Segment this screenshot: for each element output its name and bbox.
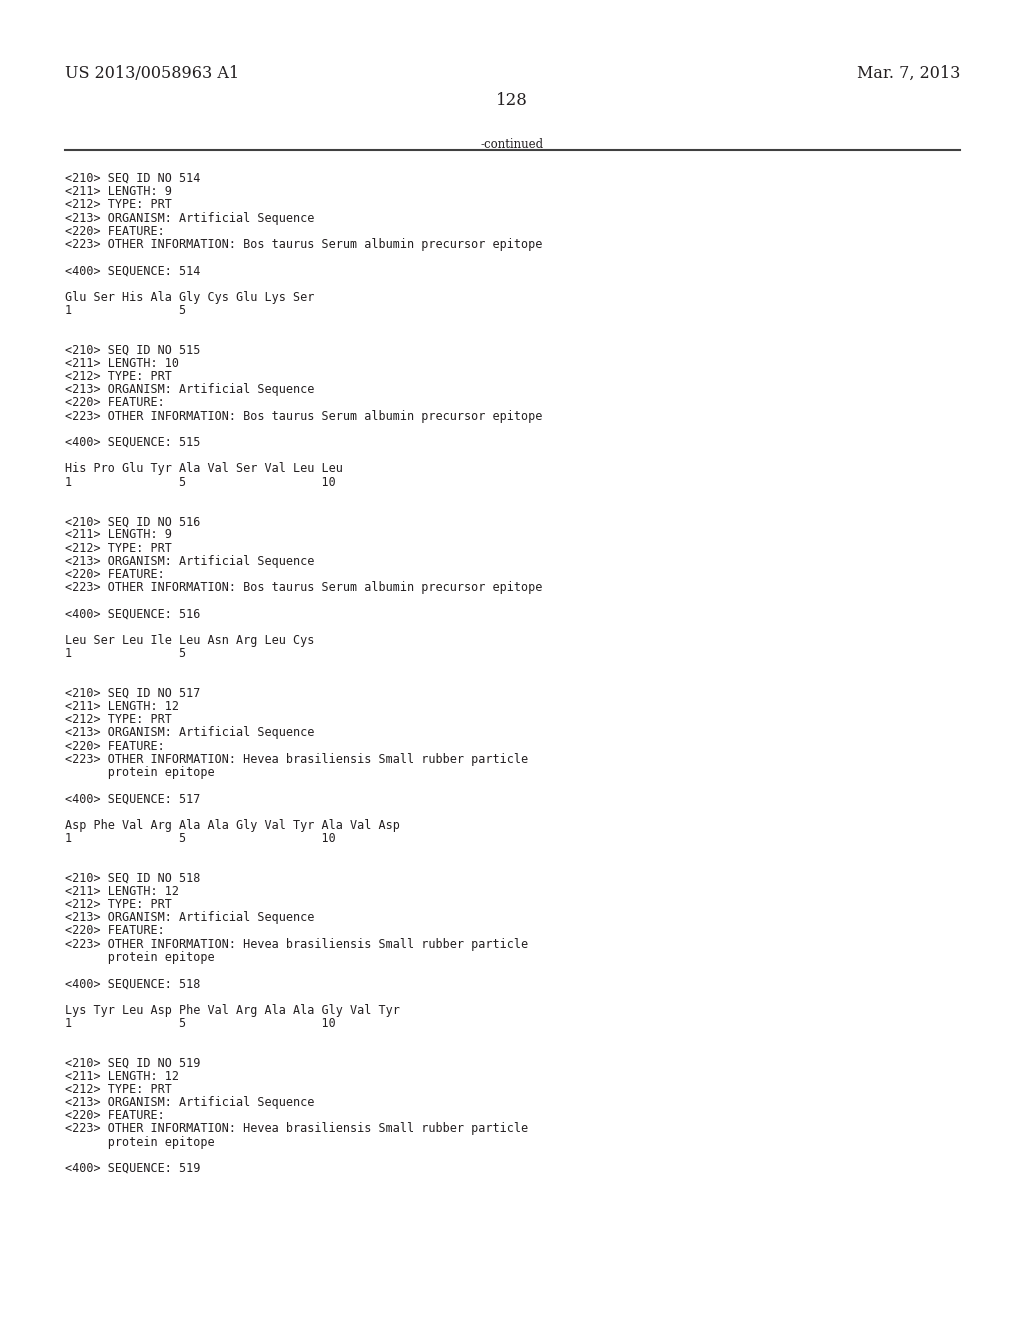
Text: US 2013/0058963 A1: US 2013/0058963 A1	[65, 65, 240, 82]
Text: <220> FEATURE:: <220> FEATURE:	[65, 224, 165, 238]
Text: <212> TYPE: PRT: <212> TYPE: PRT	[65, 370, 172, 383]
Text: <213> ORGANISM: Artificial Sequence: <213> ORGANISM: Artificial Sequence	[65, 726, 314, 739]
Text: <211> LENGTH: 12: <211> LENGTH: 12	[65, 884, 179, 898]
Text: <220> FEATURE:: <220> FEATURE:	[65, 1109, 165, 1122]
Text: 1               5                   10: 1 5 10	[65, 475, 336, 488]
Text: -continued: -continued	[480, 139, 544, 150]
Text: <213> ORGANISM: Artificial Sequence: <213> ORGANISM: Artificial Sequence	[65, 211, 314, 224]
Text: <213> ORGANISM: Artificial Sequence: <213> ORGANISM: Artificial Sequence	[65, 911, 314, 924]
Text: <400> SEQUENCE: 514: <400> SEQUENCE: 514	[65, 264, 201, 277]
Text: <223> OTHER INFORMATION: Hevea brasiliensis Small rubber particle: <223> OTHER INFORMATION: Hevea brasilien…	[65, 937, 528, 950]
Text: <211> LENGTH: 9: <211> LENGTH: 9	[65, 528, 172, 541]
Text: <223> OTHER INFORMATION: Hevea brasiliensis Small rubber particle: <223> OTHER INFORMATION: Hevea brasilien…	[65, 752, 528, 766]
Text: <213> ORGANISM: Artificial Sequence: <213> ORGANISM: Artificial Sequence	[65, 1096, 314, 1109]
Text: 1               5                   10: 1 5 10	[65, 1016, 336, 1030]
Text: <223> OTHER INFORMATION: Bos taurus Serum albumin precursor epitope: <223> OTHER INFORMATION: Bos taurus Seru…	[65, 409, 543, 422]
Text: <223> OTHER INFORMATION: Hevea brasiliensis Small rubber particle: <223> OTHER INFORMATION: Hevea brasilien…	[65, 1122, 528, 1135]
Text: <210> SEQ ID NO 518: <210> SEQ ID NO 518	[65, 871, 201, 884]
Text: <400> SEQUENCE: 519: <400> SEQUENCE: 519	[65, 1162, 201, 1175]
Text: 128: 128	[496, 92, 528, 110]
Text: <223> OTHER INFORMATION: Bos taurus Serum albumin precursor epitope: <223> OTHER INFORMATION: Bos taurus Seru…	[65, 581, 543, 594]
Text: protein epitope: protein epitope	[65, 1135, 215, 1148]
Text: Asp Phe Val Arg Ala Ala Gly Val Tyr Ala Val Asp: Asp Phe Val Arg Ala Ala Gly Val Tyr Ala …	[65, 818, 400, 832]
Text: <220> FEATURE:: <220> FEATURE:	[65, 568, 165, 581]
Text: <220> FEATURE:: <220> FEATURE:	[65, 739, 165, 752]
Text: Leu Ser Leu Ile Leu Asn Arg Leu Cys: Leu Ser Leu Ile Leu Asn Arg Leu Cys	[65, 634, 314, 647]
Text: <400> SEQUENCE: 517: <400> SEQUENCE: 517	[65, 792, 201, 805]
Text: <210> SEQ ID NO 516: <210> SEQ ID NO 516	[65, 515, 201, 528]
Text: <213> ORGANISM: Artificial Sequence: <213> ORGANISM: Artificial Sequence	[65, 383, 314, 396]
Text: 1               5: 1 5	[65, 647, 186, 660]
Text: 1               5: 1 5	[65, 304, 186, 317]
Text: 1               5                   10: 1 5 10	[65, 832, 336, 845]
Text: <220> FEATURE:: <220> FEATURE:	[65, 924, 165, 937]
Text: <210> SEQ ID NO 517: <210> SEQ ID NO 517	[65, 686, 201, 700]
Text: <211> LENGTH: 12: <211> LENGTH: 12	[65, 700, 179, 713]
Text: <400> SEQUENCE: 518: <400> SEQUENCE: 518	[65, 977, 201, 990]
Text: <212> TYPE: PRT: <212> TYPE: PRT	[65, 713, 172, 726]
Text: <212> TYPE: PRT: <212> TYPE: PRT	[65, 198, 172, 211]
Text: His Pro Glu Tyr Ala Val Ser Val Leu Leu: His Pro Glu Tyr Ala Val Ser Val Leu Leu	[65, 462, 343, 475]
Text: Glu Ser His Ala Gly Cys Glu Lys Ser: Glu Ser His Ala Gly Cys Glu Lys Ser	[65, 290, 314, 304]
Text: <211> LENGTH: 10: <211> LENGTH: 10	[65, 356, 179, 370]
Text: protein epitope: protein epitope	[65, 766, 215, 779]
Text: <211> LENGTH: 12: <211> LENGTH: 12	[65, 1069, 179, 1082]
Text: <211> LENGTH: 9: <211> LENGTH: 9	[65, 185, 172, 198]
Text: <400> SEQUENCE: 516: <400> SEQUENCE: 516	[65, 607, 201, 620]
Text: Mar. 7, 2013: Mar. 7, 2013	[857, 65, 961, 82]
Text: <400> SEQUENCE: 515: <400> SEQUENCE: 515	[65, 436, 201, 449]
Text: Lys Tyr Leu Asp Phe Val Arg Ala Ala Gly Val Tyr: Lys Tyr Leu Asp Phe Val Arg Ala Ala Gly …	[65, 1003, 400, 1016]
Text: <220> FEATURE:: <220> FEATURE:	[65, 396, 165, 409]
Text: <210> SEQ ID NO 519: <210> SEQ ID NO 519	[65, 1056, 201, 1069]
Text: <213> ORGANISM: Artificial Sequence: <213> ORGANISM: Artificial Sequence	[65, 554, 314, 568]
Text: <210> SEQ ID NO 514: <210> SEQ ID NO 514	[65, 172, 201, 185]
Text: <212> TYPE: PRT: <212> TYPE: PRT	[65, 541, 172, 554]
Text: protein epitope: protein epitope	[65, 950, 215, 964]
Text: <210> SEQ ID NO 515: <210> SEQ ID NO 515	[65, 343, 201, 356]
Text: <212> TYPE: PRT: <212> TYPE: PRT	[65, 898, 172, 911]
Text: <212> TYPE: PRT: <212> TYPE: PRT	[65, 1082, 172, 1096]
Text: <223> OTHER INFORMATION: Bos taurus Serum albumin precursor epitope: <223> OTHER INFORMATION: Bos taurus Seru…	[65, 238, 543, 251]
